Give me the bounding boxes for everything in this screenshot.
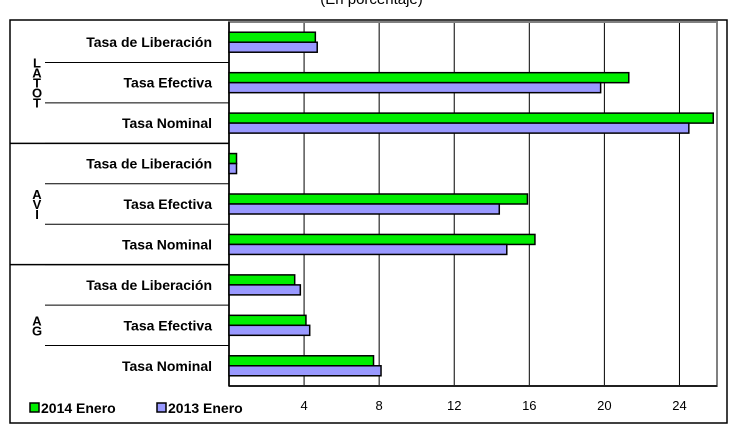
category-label: Tasa Efectiva: [124, 75, 213, 91]
category-label: Tasa Nominal: [122, 236, 212, 252]
bar: [228, 233, 536, 246]
legend-label: 2014 Enero: [41, 400, 116, 416]
x-tick-label: 24: [672, 398, 686, 413]
category-label: Tasa Efectiva: [124, 317, 213, 333]
bar: [228, 152, 238, 165]
category-label: Tasa Nominal: [122, 358, 212, 374]
bar: [228, 122, 690, 134]
bar: [228, 284, 302, 296]
x-tick-label: 16: [522, 398, 536, 413]
bar: [228, 193, 529, 205]
x-tick-label: 4: [300, 398, 307, 413]
x-tick-label: 8: [376, 398, 383, 413]
legend-swatch: [29, 402, 40, 413]
bar: [228, 71, 630, 84]
bar: [228, 324, 311, 337]
chart-subtitle: (En porcentaje): [0, 0, 743, 8]
legend-label: 2013 Enero: [168, 400, 243, 416]
category-label: Tasa Nominal: [122, 115, 212, 131]
bar: [228, 274, 296, 286]
bar: [228, 162, 238, 175]
x-tick-label: 20: [597, 398, 611, 413]
bar: [228, 203, 501, 215]
bar: [228, 31, 317, 43]
category-label: Tasa Efectiva: [124, 196, 213, 212]
bar: [228, 355, 375, 367]
category-label: Tasa de Liberación: [86, 277, 212, 293]
bar: [228, 81, 602, 94]
bar: [228, 112, 714, 124]
legend-swatch: [156, 402, 167, 413]
category-label: Tasa de Liberación: [86, 156, 212, 172]
x-tick-label: 12: [447, 398, 461, 413]
category-label: Tasa de Liberación: [86, 34, 212, 50]
bar: [228, 41, 318, 53]
bar: [228, 314, 307, 327]
bar: [228, 243, 508, 256]
bar: [228, 365, 382, 377]
